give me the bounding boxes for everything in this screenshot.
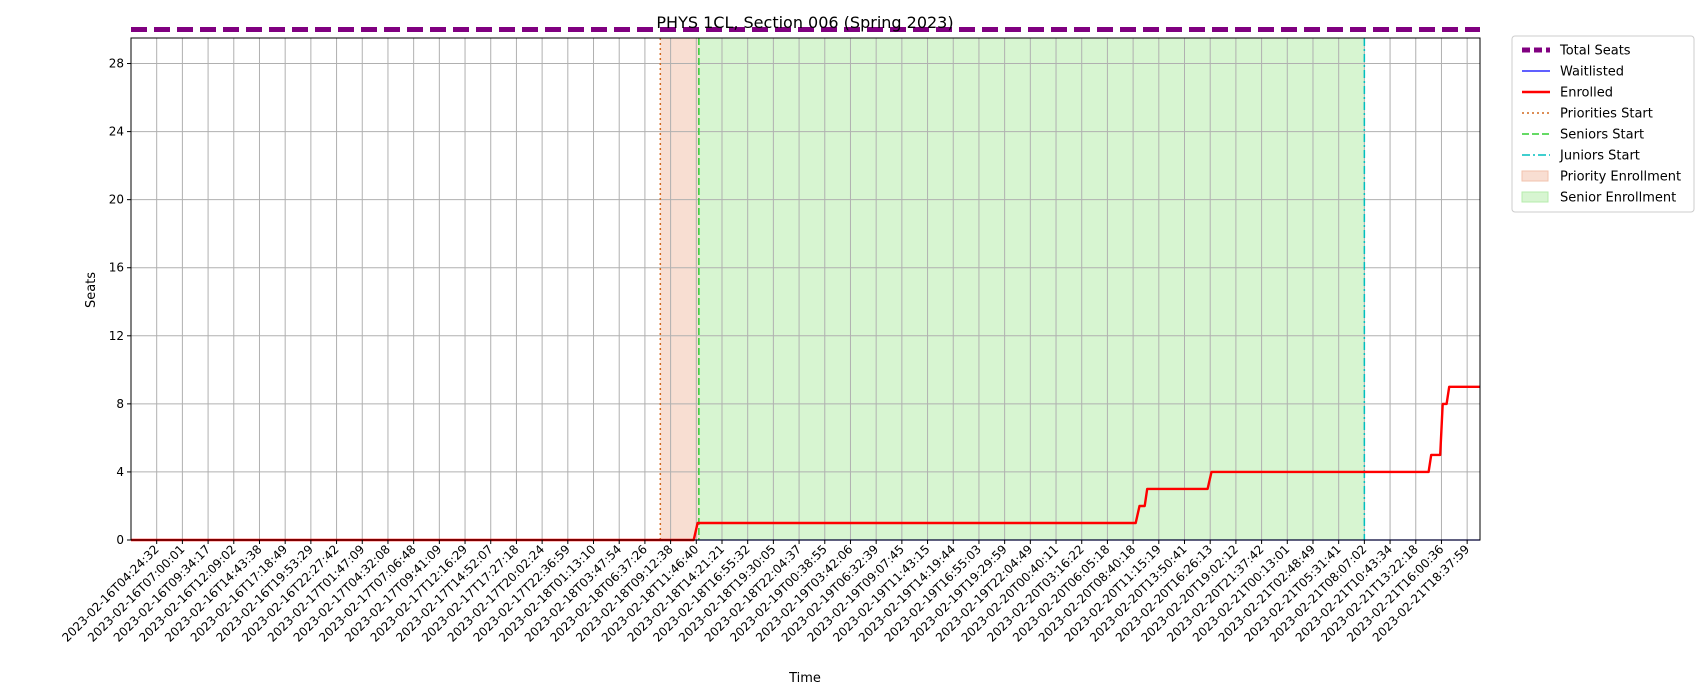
legend-label: Senior Enrollment (1560, 191, 1676, 206)
y-tick-label: 16 (109, 261, 124, 275)
legend-label: Total Seats (1559, 44, 1631, 59)
grid-layer (131, 38, 1480, 541)
legend-label: Enrolled (1560, 86, 1613, 101)
legend-swatch (1521, 191, 1549, 203)
legend-label: Priorities Start (1560, 107, 1653, 122)
y-tick-label: 28 (109, 57, 124, 71)
legend-label: Seniors Start (1560, 128, 1644, 143)
chart-title: PHYS 1CL, Section 006 (Spring 2023) (656, 13, 953, 32)
y-axis-label: Seats (84, 272, 99, 308)
spans-layer (660, 38, 1365, 540)
series-enrolled (131, 385, 1480, 542)
x-axis-ticks: 2023-02-16T04:24:322023-02-16T07:00:0120… (59, 540, 1472, 645)
legend-label: Waitlisted (1560, 65, 1624, 80)
legend: Total Seats Waitlisted Enrolled Priorities … (1511, 35, 1695, 213)
y-tick-label: 12 (109, 329, 124, 343)
y-tick-label: 8 (116, 397, 124, 411)
legend-label: Juniors Start (1559, 149, 1640, 164)
legend-swatch (1521, 170, 1549, 182)
plot-frame (130, 37, 1481, 541)
span-senior-enrollment (698, 38, 1365, 540)
y-tick-label: 4 (116, 465, 124, 479)
y-tick-label: 24 (109, 125, 124, 139)
x-axis-label: Time (788, 671, 821, 686)
y-tick-label: 0 (116, 533, 124, 547)
vertical-markers-layer (659, 38, 1366, 540)
y-tick-label: 20 (109, 193, 124, 207)
span-priority-enrollment (660, 38, 699, 540)
legend-label: Priority Enrollment (1560, 170, 1681, 185)
y-axis-ticks: 0 4 8 12 16 20 24 28 (109, 57, 131, 547)
legend-box (1511, 35, 1695, 213)
